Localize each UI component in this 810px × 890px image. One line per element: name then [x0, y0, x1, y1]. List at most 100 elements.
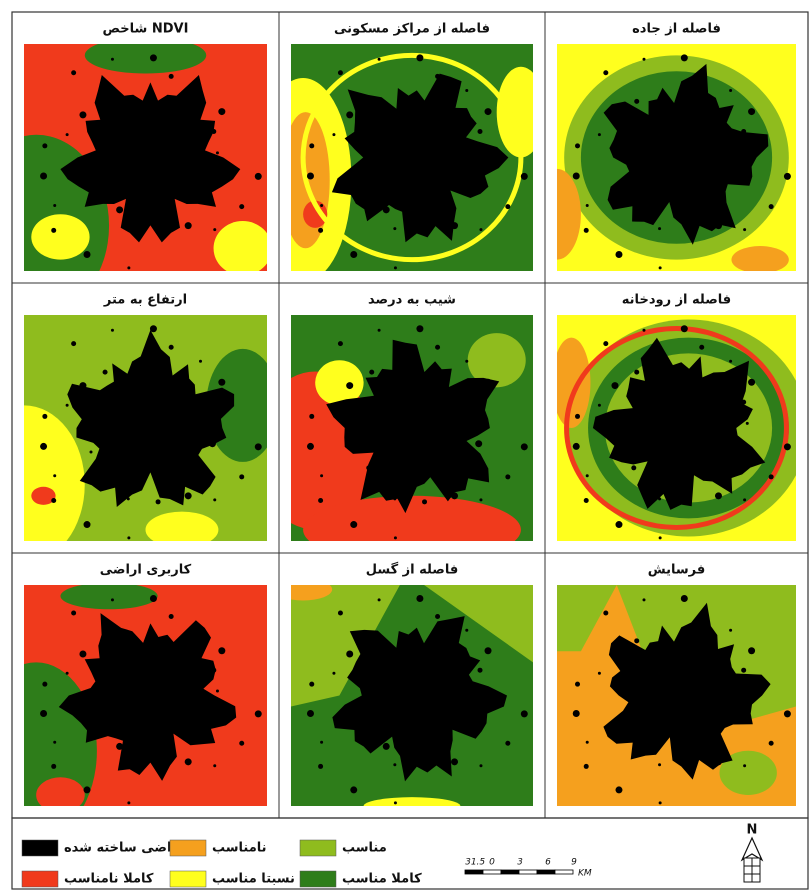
speck	[90, 451, 93, 454]
speck	[350, 786, 357, 793]
speck	[575, 143, 580, 148]
panel-title: فاصله از گسل	[366, 562, 459, 578]
speck	[346, 111, 353, 118]
speck	[743, 498, 746, 501]
legend-label: اراضی ساخته شده	[64, 841, 183, 856]
speck	[584, 498, 589, 503]
speck	[307, 443, 314, 450]
speck	[309, 682, 314, 687]
speck	[784, 173, 791, 180]
map	[255, 315, 533, 564]
speck	[66, 672, 69, 675]
speck	[743, 228, 746, 231]
legend-swatch	[300, 871, 336, 887]
speck	[51, 228, 56, 233]
speck	[681, 54, 688, 61]
speck	[185, 758, 192, 765]
speck	[111, 58, 114, 61]
speck	[185, 492, 192, 499]
panel-title: فاصله از جاده	[632, 22, 721, 37]
speck	[584, 764, 589, 769]
speck	[659, 266, 662, 269]
speck	[307, 710, 314, 717]
speck	[66, 404, 69, 407]
panel-title: فرسایش	[648, 563, 706, 578]
speck	[573, 710, 580, 717]
speck	[239, 741, 244, 746]
speck	[40, 443, 47, 450]
speck	[332, 672, 335, 675]
speck	[84, 786, 91, 793]
speck	[216, 690, 219, 693]
speck	[40, 710, 47, 717]
speck	[465, 360, 468, 363]
speck	[218, 379, 225, 386]
speck	[369, 370, 374, 375]
speck	[213, 228, 216, 231]
speck	[634, 370, 639, 375]
map-area	[85, 37, 207, 73]
speck	[615, 521, 622, 528]
speck	[465, 89, 468, 92]
scale-label: 3	[517, 858, 523, 868]
speck	[485, 108, 492, 115]
legend-label: نسبتا مناسب	[212, 872, 295, 887]
speck	[505, 474, 510, 479]
speck	[634, 99, 639, 104]
map	[557, 585, 796, 806]
north-label: N	[747, 823, 758, 838]
speck	[575, 682, 580, 687]
speck	[111, 329, 114, 332]
map-area	[364, 797, 461, 815]
speck	[611, 382, 618, 389]
speck	[169, 614, 174, 619]
speck	[741, 668, 746, 673]
map-area	[731, 246, 788, 273]
speck	[213, 764, 216, 767]
speck	[784, 710, 791, 717]
speck	[199, 360, 202, 363]
speck	[748, 379, 755, 386]
speck	[784, 443, 791, 450]
panel-title: فاصله از مراکز مسکونی	[334, 22, 490, 37]
speck	[53, 741, 56, 744]
map-area	[214, 221, 272, 275]
speck	[218, 647, 225, 654]
speck	[320, 204, 323, 207]
speck	[84, 251, 91, 258]
speck	[378, 58, 381, 61]
speck	[521, 710, 528, 717]
speck	[681, 595, 688, 602]
speck	[435, 614, 440, 619]
speck	[42, 682, 47, 687]
speck	[422, 499, 427, 504]
speck	[309, 143, 314, 148]
speck	[378, 329, 381, 332]
scale-label: 9	[571, 858, 577, 868]
speck	[634, 638, 639, 643]
speck	[346, 651, 353, 658]
speck	[478, 668, 483, 673]
speck	[127, 266, 130, 269]
speck	[478, 129, 483, 134]
speck	[642, 598, 645, 601]
speck	[239, 204, 244, 209]
speck	[475, 440, 482, 447]
scale-label: 1.5	[471, 858, 486, 868]
speck	[150, 54, 157, 61]
speck	[51, 764, 56, 769]
panel-title: شاخص NDVI	[103, 22, 189, 37]
speck	[218, 108, 225, 115]
speck	[603, 611, 608, 616]
speck	[169, 74, 174, 79]
speck	[598, 672, 601, 675]
speck	[53, 474, 56, 477]
speck	[111, 598, 114, 601]
speck	[71, 70, 76, 75]
speck	[338, 341, 343, 346]
speck	[84, 521, 91, 528]
speck	[394, 536, 397, 539]
map-area	[60, 583, 157, 610]
speck	[521, 173, 528, 180]
speck	[394, 801, 397, 804]
